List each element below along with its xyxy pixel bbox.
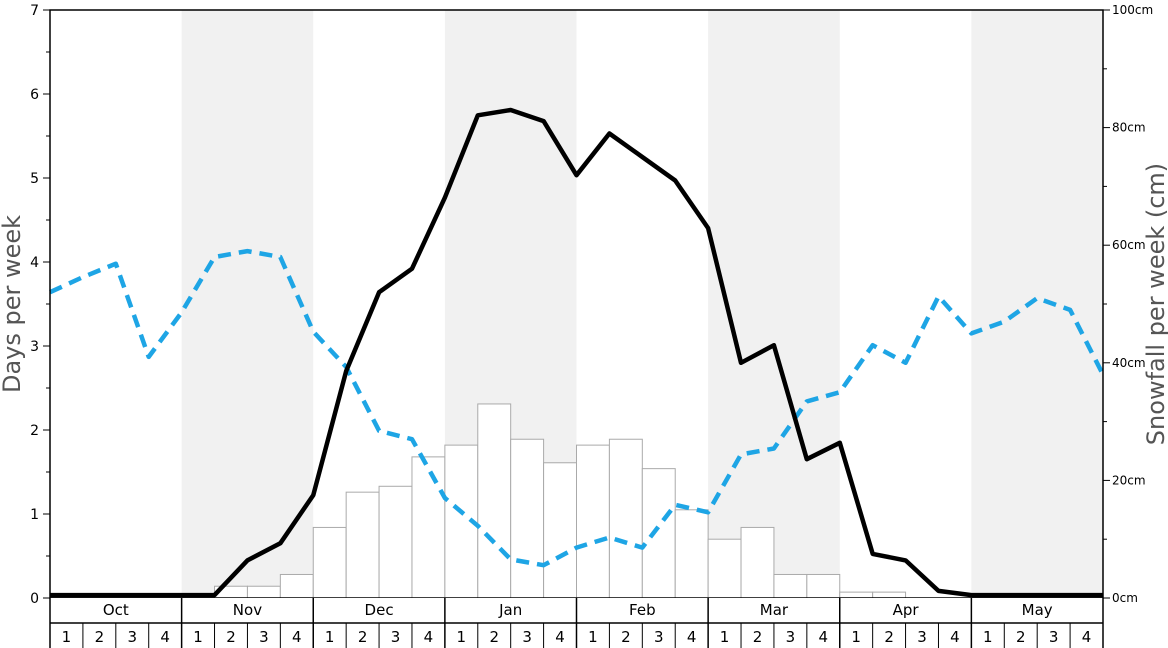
snowfall-bars	[214, 403, 907, 599]
right-tick-label: 40cm	[1112, 356, 1146, 370]
week-label: 1	[720, 628, 730, 646]
snowfall-bar	[707, 538, 742, 599]
week-label: 4	[687, 628, 697, 646]
month-label-oct: Oct	[103, 601, 129, 619]
left-tick-label: 5	[30, 171, 39, 187]
week-label: 3	[1049, 628, 1059, 646]
month-label-dec: Dec	[365, 601, 394, 619]
month-shading	[181, 10, 1103, 598]
week-label: 3	[917, 628, 927, 646]
snowfall-bar	[773, 573, 808, 599]
left-tick-label: 2	[30, 423, 39, 439]
month-label-apr: Apr	[893, 601, 920, 619]
snowfall-bar	[806, 573, 841, 599]
week-label: 2	[95, 628, 105, 646]
right-tick-label: 100cm	[1112, 3, 1153, 17]
snowfall-bar	[839, 591, 874, 599]
snowfall-bar	[543, 462, 577, 599]
week-label: 3	[127, 628, 137, 646]
snowfall-bar	[477, 403, 512, 599]
right-axis: 0cm 20cm 40cm 60cm 80cm 100cm	[1103, 3, 1153, 605]
snowfall-bar	[345, 491, 380, 599]
snowfall-line	[50, 107, 1103, 598]
month-label-feb: Feb	[629, 601, 656, 619]
left-axis-title: Days per week	[0, 215, 26, 393]
snowfall-bar	[312, 526, 347, 599]
right-tick-label: 0cm	[1112, 591, 1138, 605]
bottom-axis: Oct Nov Dec Jan Feb Mar Apr May 1 2 3 4 1 2 3 4 1 2 3 4 1 2 3 4…	[49, 598, 1104, 648]
month-shade-nov	[181, 10, 314, 598]
week-label: 1	[62, 628, 72, 646]
left-tick-label: 3	[30, 339, 39, 355]
left-tick-label: 1	[30, 507, 39, 523]
month-shade-mar	[708, 10, 840, 598]
week-label: 3	[259, 628, 269, 646]
month-label-jan: Jan	[498, 601, 522, 619]
week-label: 2	[358, 628, 368, 646]
series-lines	[49, 107, 1106, 598]
week-label: 2	[489, 628, 499, 646]
right-tick-label: 20cm	[1112, 473, 1146, 487]
week-label: 4	[424, 628, 434, 646]
week-label: 1	[193, 628, 203, 646]
snowfall-bar	[674, 509, 709, 599]
left-tick-label: 6	[30, 87, 39, 103]
snowfall-bar	[641, 468, 676, 599]
snowfall-bar	[740, 526, 775, 599]
month-label-may: May	[1022, 601, 1053, 619]
month-label-mar: Mar	[760, 601, 789, 619]
week-label: 1	[851, 628, 861, 646]
week-label: 1	[983, 628, 993, 646]
week-label: 4	[555, 628, 565, 646]
left-tick-label: 7	[30, 3, 39, 19]
month-label-nov: Nov	[233, 601, 262, 619]
left-tick-label: 0	[30, 591, 39, 607]
week-label: 4	[819, 628, 829, 646]
week-label: 3	[522, 628, 532, 646]
month-shade-may	[971, 10, 1103, 598]
right-tick-label: 80cm	[1112, 121, 1146, 135]
week-label: 2	[753, 628, 763, 646]
snowfall-bar	[279, 573, 314, 599]
left-tick-label: 4	[30, 255, 39, 271]
snowfall-bar	[378, 485, 413, 599]
week-label: 1	[457, 628, 467, 646]
snowfall-bar	[411, 456, 446, 599]
week-label: 2	[226, 628, 236, 646]
week-label: 3	[391, 628, 401, 646]
right-tick-label: 60cm	[1112, 238, 1146, 252]
week-label: 4	[160, 628, 170, 646]
week-label: 1	[588, 628, 598, 646]
right-axis-title: Snowfall per week (cm)	[1142, 163, 1168, 445]
week-label: 3	[786, 628, 796, 646]
snowfall-bar	[576, 444, 610, 599]
week-label: 2	[621, 628, 631, 646]
snowfall-bar	[510, 438, 545, 599]
week-label: 4	[950, 628, 960, 646]
week-label: 1	[325, 628, 335, 646]
left-axis: 0 1 2 3 4 5 6 7	[30, 3, 50, 607]
snowfall-bar	[872, 591, 907, 599]
snowfall-bar	[608, 438, 643, 599]
snowfall-bar	[246, 585, 281, 599]
dashed-series-line	[49, 248, 1106, 568]
week-label: 4	[1082, 628, 1092, 646]
week-label: 3	[654, 628, 664, 646]
week-label: 4	[292, 628, 302, 646]
week-label: 2	[884, 628, 894, 646]
week-label: 2	[1016, 628, 1026, 646]
